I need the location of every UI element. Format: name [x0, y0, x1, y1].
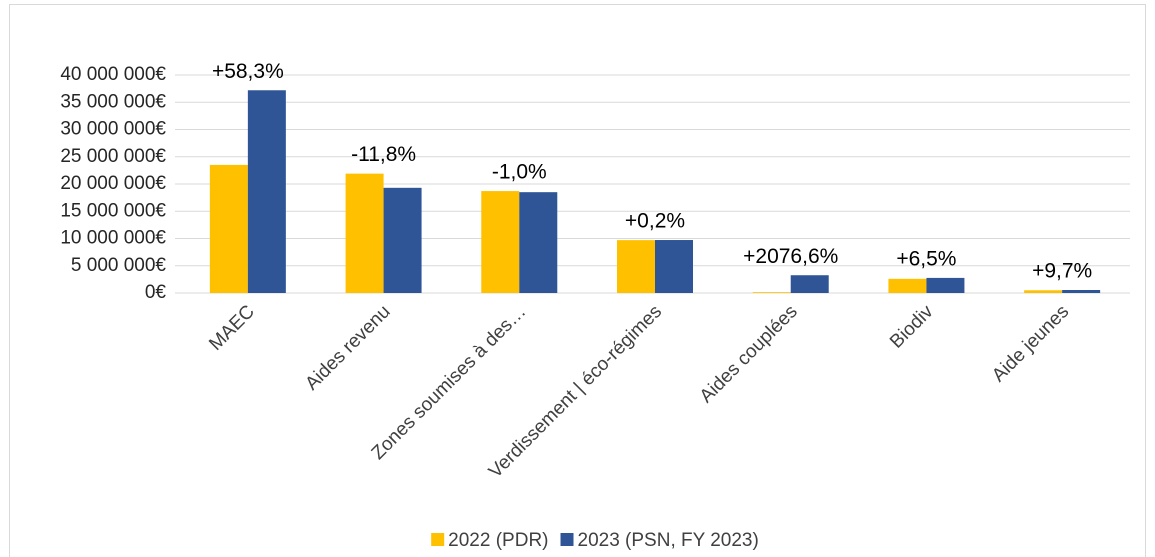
bar	[209, 164, 248, 293]
y-tick-label: 30 000 000€	[60, 119, 166, 140]
legend: 2022 (PDR) 2023 (PSN, FY 2023)	[431, 530, 759, 551]
x-tick-label: Zones soumises à des…	[368, 301, 531, 464]
bar	[752, 292, 791, 293]
data-annotation: +58,3%	[212, 60, 284, 83]
bar	[790, 275, 829, 293]
data-annotation: -11,8%	[351, 143, 416, 166]
y-tick-label: 5 000 000€	[71, 255, 167, 276]
legend-swatch	[560, 533, 574, 546]
bar	[345, 173, 384, 293]
x-tick-label: Biodiv	[886, 301, 938, 353]
x-tick-label: MAEC	[205, 301, 259, 355]
legend-label: 2022 (PDR)	[448, 530, 548, 551]
y-tick-label: 0€	[145, 282, 167, 303]
bar	[926, 277, 965, 293]
y-tick-label: 20 000 000€	[60, 173, 166, 194]
data-annotation: +9,7%	[1032, 260, 1092, 283]
data-annotation: -1,0%	[492, 161, 547, 184]
legend-label: 2023 (PSN, FY 2023)	[578, 530, 759, 551]
y-tick-label: 40 000 000€	[60, 64, 166, 85]
x-tick-label: Aides revenu	[301, 301, 394, 394]
bar	[481, 191, 520, 293]
x-tick-label: Aides couplées	[696, 301, 802, 407]
data-annotation: +0,2%	[625, 210, 685, 233]
bar	[247, 90, 286, 293]
y-tick-label: 15 000 000€	[60, 200, 166, 221]
chart-border	[9, 4, 1146, 557]
y-tick-label: 35 000 000€	[60, 91, 166, 112]
y-tick-label: 25 000 000€	[60, 146, 166, 167]
data-annotation: +6,5%	[896, 247, 956, 270]
bar	[519, 192, 558, 293]
bar	[655, 240, 693, 293]
bar	[1062, 290, 1101, 293]
data-annotation: +2076,6%	[743, 245, 838, 268]
bar	[888, 278, 927, 293]
x-tick-label: Aide jeunes	[988, 301, 1073, 386]
bar	[383, 187, 422, 293]
legend-swatch	[431, 533, 445, 546]
bar	[1024, 290, 1063, 293]
y-tick-label: 10 000 000€	[60, 228, 166, 249]
bar	[617, 240, 655, 293]
